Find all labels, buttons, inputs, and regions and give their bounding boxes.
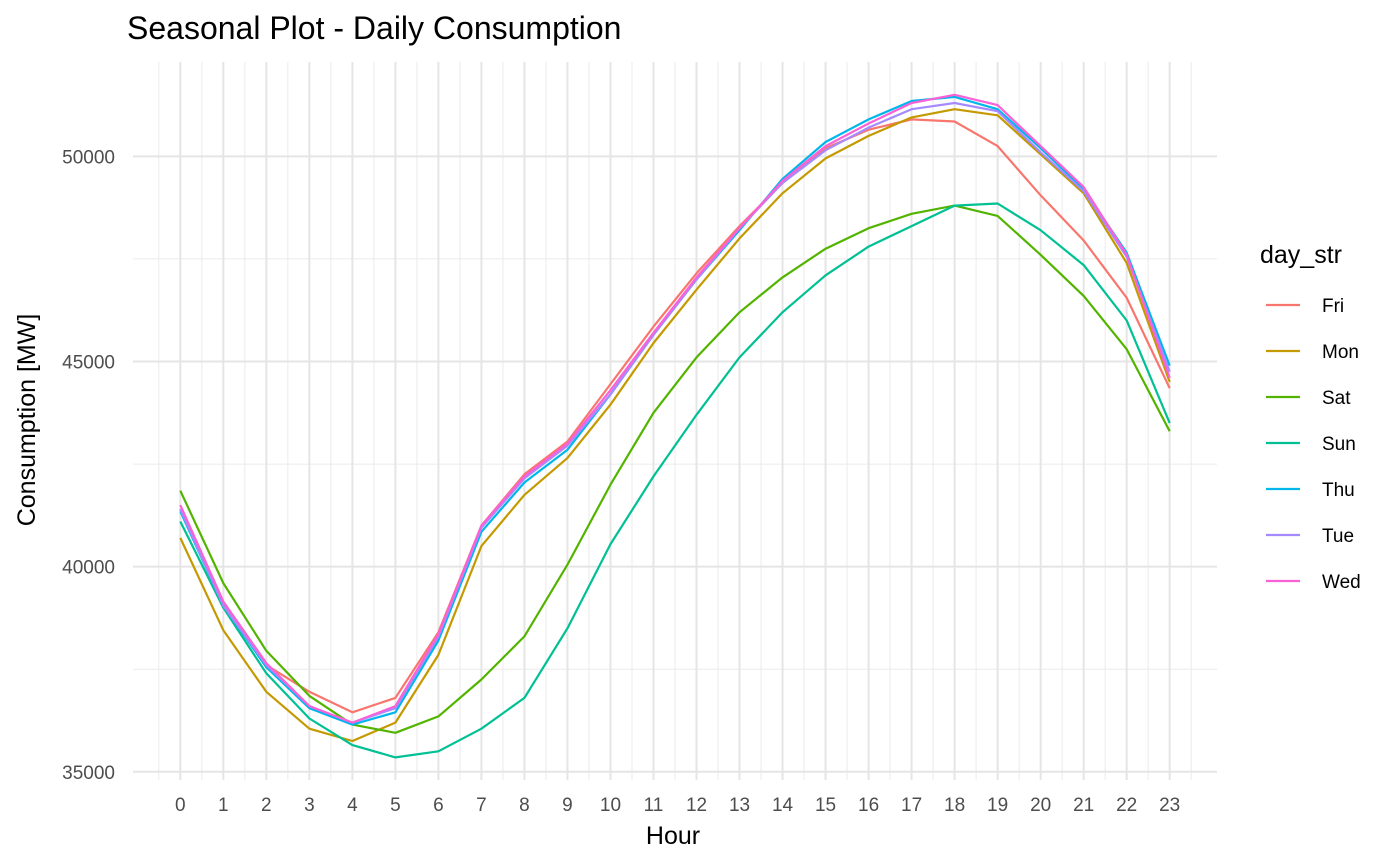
x-axis-title: Hour	[646, 822, 700, 850]
x-tick-label: 2	[261, 795, 272, 816]
x-tick-label: 13	[729, 795, 750, 816]
x-tick-label: 3	[304, 795, 315, 816]
x-tick-label: 16	[858, 795, 879, 816]
x-tick-label: 19	[987, 795, 1008, 816]
x-tick-label: 21	[1073, 795, 1094, 816]
series-line-wed	[179, 93, 1171, 724]
x-tick-label: 17	[901, 795, 922, 816]
x-tick-label: 15	[815, 795, 836, 816]
x-tick-label: 20	[1030, 795, 1051, 816]
y-tick-label: 45000	[62, 353, 115, 374]
x-tick-label: 22	[1116, 795, 1137, 816]
y-axis-tick-labels: 35000 40000 45000 50000	[62, 147, 115, 783]
legend-label: Wed	[1322, 572, 1361, 593]
x-tick-label: 1	[218, 795, 229, 816]
legend-item-tue: Tue	[1266, 526, 1354, 547]
x-tick-label: 12	[686, 795, 707, 816]
legend-item-wed: Wed	[1266, 572, 1361, 593]
x-tick-label: 11	[644, 795, 664, 816]
x-tick-label: 18	[944, 795, 965, 816]
legend-item-thu: Thu	[1266, 480, 1355, 501]
legend-label: Tue	[1322, 526, 1354, 547]
x-tick-label: 10	[600, 795, 621, 816]
legend-label: Thu	[1322, 480, 1355, 501]
minor-gridlines	[133, 62, 1217, 780]
y-tick-label: 40000	[62, 558, 115, 579]
series-lines	[179, 93, 1171, 759]
x-tick-label: 0	[175, 795, 186, 816]
series-line-fri	[179, 118, 1171, 714]
y-tick-label: 50000	[62, 147, 115, 168]
x-tick-label: 9	[562, 795, 573, 816]
legend: day_str Fri Mon Sat Sun Thu Tue Wed	[1260, 241, 1361, 593]
legend-item-sat: Sat	[1266, 388, 1351, 409]
legend-label: Mon	[1322, 342, 1359, 363]
legend-title: day_str	[1260, 241, 1342, 269]
legend-items: Fri Mon Sat Sun Thu Tue Wed	[1266, 296, 1361, 593]
legend-label: Sun	[1322, 434, 1356, 455]
x-tick-label: 4	[347, 795, 358, 816]
x-axis-tick-labels: 0 1 2 3 4 5 6 7 8 9 10 11 12 13 14 15 16 17 18 19 20 21 22 23	[175, 795, 1180, 816]
legend-label: Fri	[1322, 296, 1344, 317]
x-tick-label: 7	[476, 795, 487, 816]
x-tick-label: 6	[433, 795, 444, 816]
series-line-sun	[179, 202, 1171, 759]
chart-title: Seasonal Plot - Daily Consumption	[127, 10, 621, 46]
y-axis-title: Consumption [MW]	[13, 314, 41, 527]
y-tick-label: 35000	[62, 763, 115, 784]
x-tick-label: 23	[1159, 795, 1180, 816]
legend-label: Sat	[1322, 388, 1351, 409]
x-tick-label: 5	[390, 795, 401, 816]
legend-item-sun: Sun	[1266, 434, 1356, 455]
x-tick-label: 8	[519, 795, 530, 816]
legend-item-mon: Mon	[1266, 342, 1359, 363]
legend-item-fri: Fri	[1266, 296, 1344, 317]
major-gridlines	[133, 62, 1217, 780]
x-tick-label: 14	[772, 795, 794, 816]
series-line-mon	[179, 108, 1171, 743]
